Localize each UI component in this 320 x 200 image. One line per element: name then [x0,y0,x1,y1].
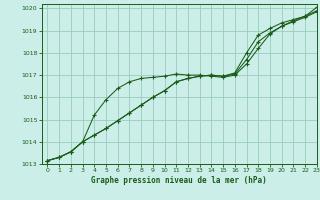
X-axis label: Graphe pression niveau de la mer (hPa): Graphe pression niveau de la mer (hPa) [91,176,267,185]
